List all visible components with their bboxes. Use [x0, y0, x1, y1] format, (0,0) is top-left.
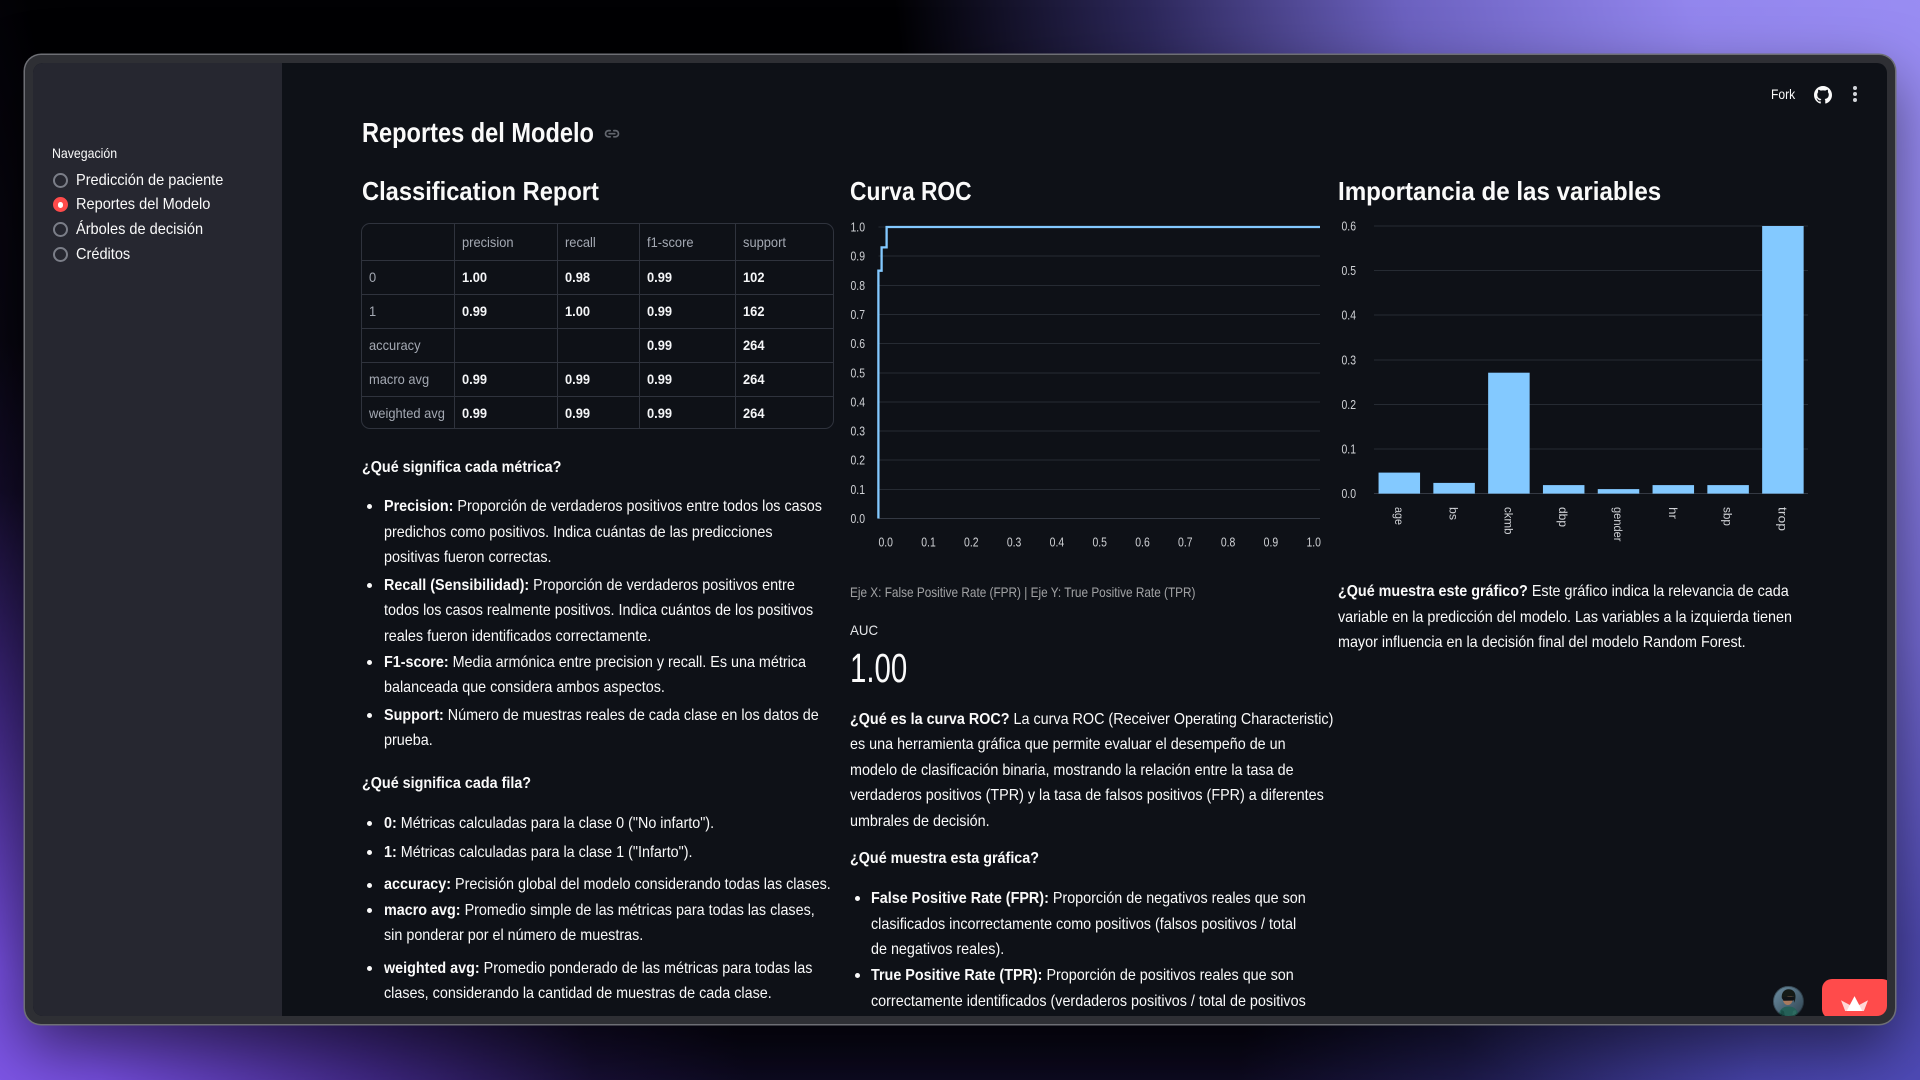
svg-text:0.9: 0.9: [1264, 535, 1279, 550]
svg-text:dbp: dbp: [1556, 507, 1570, 527]
svg-text:sbp: sbp: [1721, 507, 1735, 526]
svg-text:0.2: 0.2: [1342, 397, 1357, 412]
svg-text:0.1: 0.1: [851, 482, 866, 497]
svg-text:0.3: 0.3: [1342, 352, 1357, 367]
svg-text:0.6: 0.6: [1135, 535, 1150, 550]
svg-text:0.4: 0.4: [851, 394, 866, 409]
svg-text:0.2: 0.2: [851, 453, 866, 468]
svg-text:0.3: 0.3: [851, 424, 866, 439]
svg-text:0.0: 0.0: [1342, 486, 1357, 501]
svg-text:gender: gender: [1611, 507, 1625, 542]
svg-text:0.0: 0.0: [851, 511, 866, 526]
svg-text:0.2: 0.2: [964, 535, 979, 550]
svg-text:0.4: 0.4: [1050, 535, 1065, 550]
svg-text:0.8: 0.8: [851, 278, 866, 293]
svg-text:0.6: 0.6: [1342, 219, 1357, 234]
svg-text:0.5: 0.5: [1092, 535, 1107, 550]
svg-text:0.7: 0.7: [851, 307, 866, 322]
svg-text:1.0: 1.0: [851, 220, 866, 235]
svg-text:hr: hr: [1666, 507, 1680, 519]
svg-text:age: age: [1392, 507, 1406, 525]
svg-text:1.0: 1.0: [1306, 535, 1321, 550]
svg-text:0.0: 0.0: [878, 535, 893, 550]
svg-text:trop: trop: [1775, 507, 1789, 531]
svg-text:bs: bs: [1447, 507, 1461, 520]
svg-text:0.8: 0.8: [1221, 535, 1236, 550]
svg-text:0.5: 0.5: [851, 365, 866, 380]
svg-text:0.9: 0.9: [851, 249, 866, 264]
svg-text:0.5: 0.5: [1342, 263, 1357, 278]
svg-text:0.1: 0.1: [1342, 442, 1357, 457]
svg-text:0.1: 0.1: [921, 535, 936, 550]
svg-text:0.4: 0.4: [1342, 308, 1357, 323]
svg-text:0.6: 0.6: [851, 336, 866, 351]
svg-text:ckmb: ckmb: [1501, 507, 1515, 535]
svg-text:0.7: 0.7: [1178, 535, 1193, 550]
svg-text:0.3: 0.3: [1007, 535, 1022, 550]
